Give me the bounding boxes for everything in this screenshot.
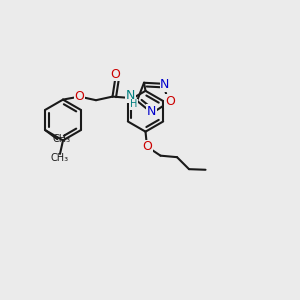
- Text: O: O: [142, 140, 152, 153]
- Text: O: O: [75, 90, 84, 103]
- Text: N: N: [126, 89, 135, 102]
- Text: H: H: [130, 99, 137, 109]
- Text: N: N: [147, 105, 156, 118]
- Text: CH₃: CH₃: [51, 153, 69, 164]
- Text: CH₃: CH₃: [53, 134, 71, 144]
- Text: O: O: [165, 94, 175, 107]
- Text: N: N: [160, 78, 170, 91]
- Text: O: O: [111, 68, 120, 81]
